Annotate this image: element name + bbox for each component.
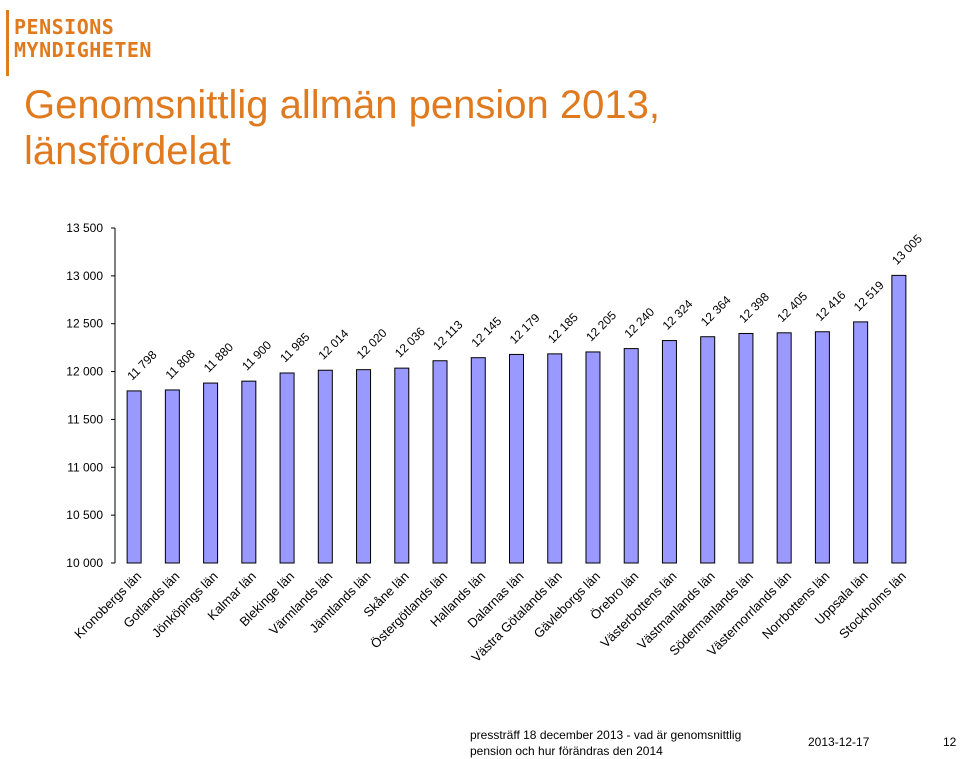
bar [776, 332, 792, 564]
bar [126, 390, 142, 564]
bar [585, 351, 601, 564]
page-number: 12 [943, 735, 957, 749]
bar [279, 372, 295, 564]
data-label: 12 036 [392, 324, 428, 360]
footer-caption-line-1: pressträff 18 december 2013 - vad är gen… [470, 728, 742, 742]
data-label: 12 364 [698, 293, 734, 329]
data-label: 12 405 [774, 289, 810, 325]
logo-line-1: PENSIONS [14, 15, 115, 39]
data-label: 11 900 [239, 338, 274, 373]
x-tick-label: Kronobergs län [71, 569, 144, 642]
data-label: 13 005 [889, 231, 925, 267]
data-label: 12 145 [468, 314, 504, 350]
y-tick-label: 10 000 [66, 556, 103, 570]
bar [623, 348, 639, 564]
y-tick-label: 12 000 [66, 365, 103, 379]
slide-title: Genomsnittlig allmän pension 2013, länsf… [24, 82, 924, 174]
data-label: 12 205 [583, 308, 619, 344]
data-label: 12 324 [660, 297, 696, 333]
bar [432, 360, 448, 564]
data-label: 12 240 [621, 305, 657, 341]
data-label: 12 179 [507, 310, 543, 346]
x-tick-label: Stockholms län [836, 569, 909, 642]
bar [853, 321, 869, 564]
y-tick-label: 11 000 [67, 460, 103, 474]
y-tick-label: 11 500 [67, 412, 103, 426]
slide-title-line-1: Genomsnittlig allmän pension 2013, [24, 83, 660, 127]
x-tick-label: Gävleborgs län [531, 569, 603, 641]
bar [164, 389, 180, 564]
logo-accent-bar [6, 10, 9, 76]
bar [241, 380, 257, 564]
bar [661, 340, 677, 564]
bar [700, 336, 716, 564]
data-label: 12 519 [851, 278, 887, 314]
bar [547, 353, 563, 564]
logo-line-2: MYNDIGHETEN [14, 38, 152, 62]
footer-caption: pressträff 18 december 2013 - vad är gen… [470, 727, 800, 759]
data-label: 12 416 [813, 288, 849, 324]
bar [317, 369, 333, 564]
x-tick-label: Jönköpings län [149, 569, 221, 641]
data-label: 11 985 [277, 330, 312, 365]
bar [203, 382, 219, 564]
pensionsmyndigheten-logo: PENSIONS MYNDIGHETEN [14, 16, 152, 62]
data-label: 12 398 [736, 290, 772, 326]
data-label: 12 113 [430, 317, 465, 352]
bar [356, 369, 372, 564]
y-tick-label: 12 500 [66, 317, 103, 331]
y-tick-label: 13 000 [66, 269, 103, 283]
data-label: 12 185 [545, 310, 581, 346]
data-label: 11 798 [124, 348, 159, 383]
y-tick-label: 10 500 [66, 508, 103, 522]
bar [738, 332, 754, 564]
data-label: 12 014 [316, 326, 352, 362]
bar [470, 357, 486, 564]
data-label: 12 020 [354, 326, 390, 362]
footer-caption-line-2: pension och hur förändras den 2014 [470, 744, 663, 758]
data-label: 11 880 [201, 340, 236, 375]
x-tick-label: Norrbottens län [759, 569, 832, 642]
y-tick-label: 13 500 [66, 221, 103, 235]
bar [509, 353, 524, 564]
bar [394, 367, 410, 564]
bar [814, 331, 830, 564]
slide-title-line-2: länsfördelat [24, 129, 231, 173]
bar [891, 274, 907, 564]
data-label: 11 808 [163, 347, 198, 382]
footer-date: 2013-12-17 [808, 735, 870, 749]
